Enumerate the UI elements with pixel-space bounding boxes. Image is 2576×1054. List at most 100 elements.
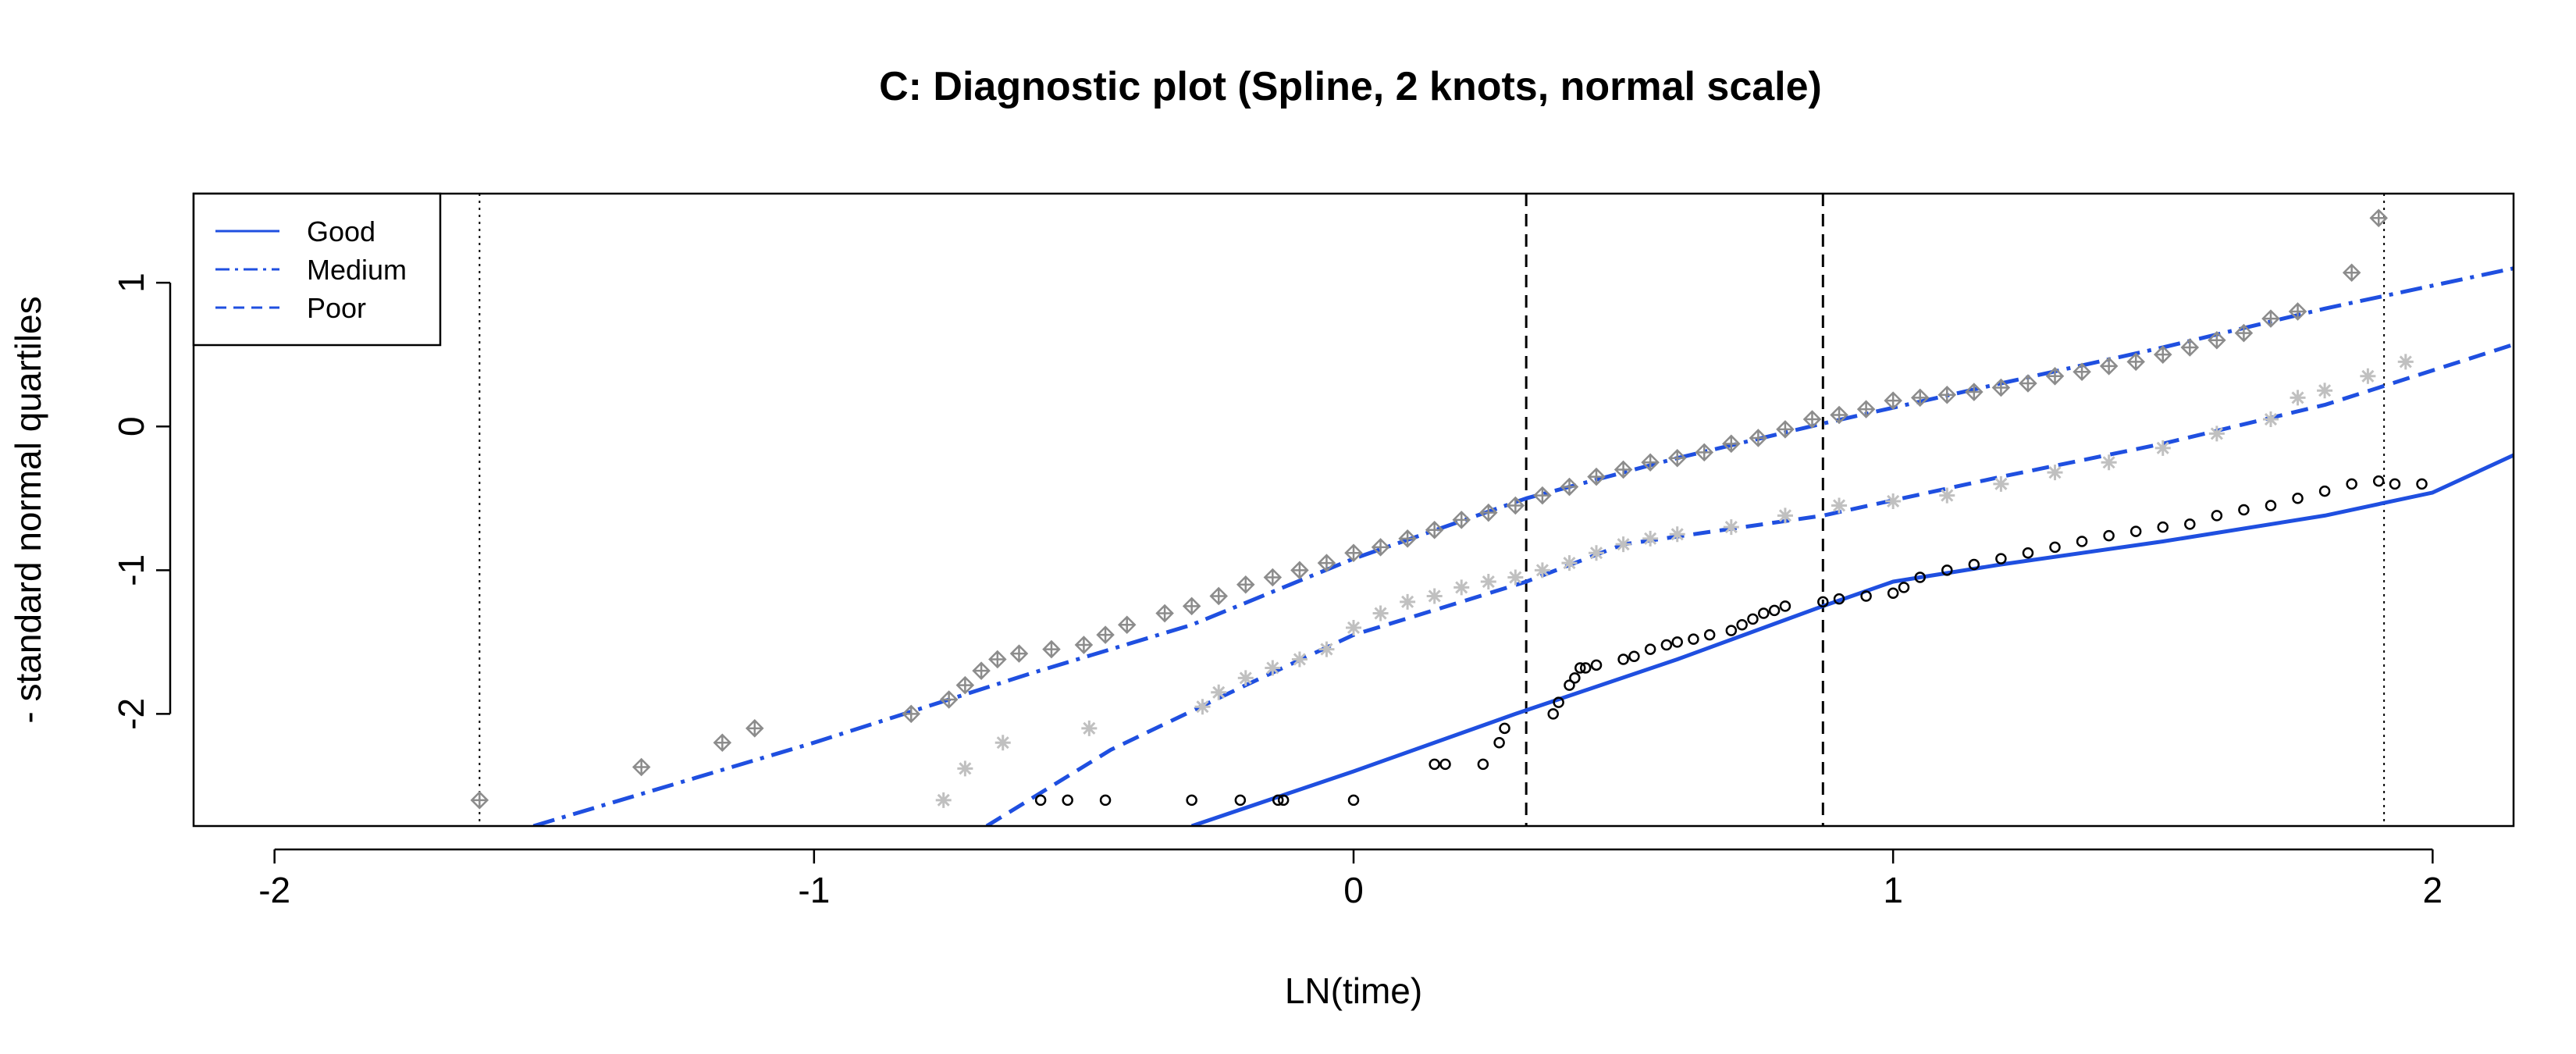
- diamond-marker: [1452, 511, 1471, 529]
- diamond-marker: [1182, 596, 1201, 616]
- data-point: [713, 733, 732, 752]
- asterisk-marker: [957, 760, 973, 777]
- data-point: [1688, 633, 1699, 645]
- legend-box: [192, 192, 442, 347]
- diamond-marker: [1587, 467, 1606, 486]
- data-point: [1318, 641, 1335, 657]
- data-point: [1506, 496, 1525, 515]
- data-point: [1479, 503, 1498, 522]
- diamond-marker: [1344, 543, 1363, 562]
- asterisk-marker: [1291, 651, 1308, 668]
- data-point: [1758, 607, 1770, 619]
- diamond-marker: [1722, 434, 1741, 454]
- data-point: [1991, 378, 2011, 397]
- data-point: [1725, 625, 1738, 636]
- data-point: [1507, 569, 1524, 586]
- y-axis: -2 -1 0 1: [111, 272, 172, 730]
- data-point: [1062, 794, 1073, 807]
- diamond-marker: [1776, 420, 1795, 439]
- diamond-marker: [1479, 503, 1498, 522]
- diamond-marker: [972, 661, 991, 680]
- data-point: [1453, 579, 1470, 596]
- asterisk-marker: [2154, 440, 2171, 456]
- data-point: [2073, 362, 2091, 382]
- diamond-marker: [1856, 400, 1876, 418]
- diamond-marker: [1290, 561, 1309, 580]
- data-point: [1209, 586, 1228, 606]
- data-point: [994, 735, 1011, 751]
- data-point: [1426, 588, 1443, 604]
- diamond-marker: [1830, 405, 1848, 425]
- asterisk-marker: [994, 735, 1011, 751]
- legend: Good Medium Poor: [192, 192, 442, 347]
- y-axis-label: - standard normal quartiles: [8, 296, 48, 723]
- diamond-marker: [1506, 496, 1525, 515]
- diamond-marker: [1749, 429, 1768, 447]
- data-point: [1749, 429, 1768, 447]
- data-point: [1830, 405, 1848, 425]
- data-point: [2099, 357, 2119, 376]
- diamond-marker: [1074, 636, 1094, 654]
- x-tick-label: 2: [2423, 870, 2443, 910]
- diamond-marker: [1802, 410, 1822, 429]
- data-point: [2318, 485, 2331, 497]
- diamond-marker: [1096, 625, 1115, 644]
- diamond-marker: [1965, 383, 1984, 401]
- data-point: [1452, 511, 1471, 529]
- diamond-marker: [1910, 388, 1930, 408]
- diamond-marker: [632, 757, 651, 777]
- asterisk-marker: [1400, 593, 1416, 610]
- data-point: [1429, 758, 1440, 771]
- diamond-marker: [988, 650, 1007, 669]
- data-point: [2126, 352, 2145, 372]
- data-point: [1628, 650, 1640, 663]
- data-point: [1081, 720, 1098, 736]
- asterisk-marker: [1453, 579, 1470, 596]
- data-point: [1344, 543, 1363, 562]
- data-point: [2019, 374, 2037, 393]
- diamond-marker: [1371, 538, 1390, 557]
- x-tick-label: -2: [258, 870, 290, 910]
- data-point: [935, 792, 952, 808]
- data-point: [2049, 541, 2061, 554]
- diamond-marker: [1614, 460, 1633, 479]
- diamond-marker: [1533, 486, 1552, 505]
- diamond-marker: [713, 733, 732, 752]
- diamond-marker: [1667, 448, 1687, 468]
- diamond-marker: [1209, 586, 1228, 606]
- diamond-marker: [2369, 208, 2388, 228]
- x-tick-label: -1: [798, 870, 830, 910]
- data-point: [1117, 615, 1137, 635]
- data-point: [2234, 323, 2254, 343]
- plot-frame: [192, 192, 2515, 828]
- data-point: [1042, 639, 1061, 659]
- asterisk-marker: [2360, 368, 2376, 384]
- data-point: [1914, 572, 1926, 583]
- asterisk-marker: [1669, 526, 1685, 543]
- diamond-marker: [2073, 362, 2091, 382]
- diamond-marker: [1042, 639, 1061, 659]
- data-point: [1644, 643, 1656, 655]
- data-point: [1211, 684, 1227, 700]
- chart-title: C: Diagnostic plot (Spline, 2 knots, nor…: [879, 64, 1822, 109]
- data-point: [1589, 545, 1605, 561]
- data-point: [2129, 525, 2142, 537]
- data-point: [1667, 448, 1687, 468]
- data-point: [1831, 497, 1848, 514]
- data-point: [2101, 454, 2117, 471]
- data-point: [2154, 440, 2171, 456]
- reference-lines: [479, 194, 2386, 826]
- asterisk-marker: [1318, 641, 1335, 657]
- data-point: [1642, 530, 1659, 547]
- data-point: [2416, 478, 2428, 490]
- y-tick-label: 1: [111, 272, 151, 293]
- data-point: [2342, 263, 2361, 283]
- asterisk-marker: [1993, 475, 2009, 492]
- data-point: [1703, 628, 1716, 641]
- data-point: [2208, 331, 2226, 350]
- diamond-marker: [1236, 575, 1255, 594]
- data-point: [1371, 538, 1390, 557]
- asterisk-marker: [935, 792, 952, 808]
- data-point: [632, 757, 651, 777]
